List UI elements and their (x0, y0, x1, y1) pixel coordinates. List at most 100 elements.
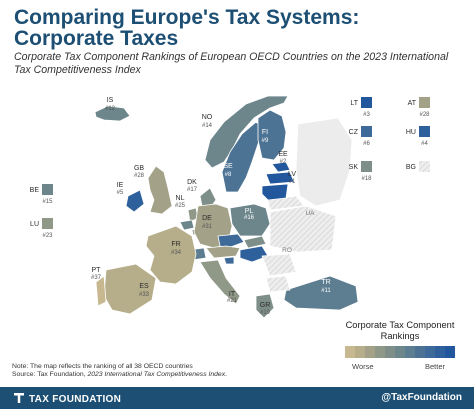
inset-swatch-hu (419, 126, 430, 137)
legend-swatch (385, 346, 395, 358)
country-rank-label: #5 (117, 190, 124, 196)
country-rank-label: #37 (91, 275, 102, 281)
legend-swatch (415, 346, 425, 358)
country-code-label: ES (139, 283, 149, 290)
inset-rank-label: #28 (419, 112, 430, 118)
country-hu (239, 245, 269, 263)
country-code-label: TR (321, 279, 330, 286)
country-code-label: PL (245, 208, 254, 215)
country-code-label: LV (288, 171, 296, 178)
country-code-label: DK (187, 179, 197, 186)
tax-foundation-logo-icon (14, 393, 24, 403)
footer-brand: TAX FOUNDATION (13, 392, 121, 405)
inset-swatch-lu (42, 218, 53, 229)
country-rank-label: #33 (139, 292, 150, 298)
source-prefix: Source: Tax Foundation, (12, 371, 88, 378)
country-rank-label: #12 (105, 106, 116, 112)
country-rank-label: #2 (280, 159, 287, 165)
legend-swatch (425, 346, 435, 358)
subtitle: Corporate Tax Component Rankings of Euro… (14, 51, 449, 76)
country-ua (269, 205, 337, 253)
legend-swatch (435, 346, 445, 358)
inset-code-label: SK (349, 164, 359, 171)
country-pl (229, 203, 271, 237)
country-rank-label: #28 (134, 173, 145, 179)
source-note: Note: The map reflects the ranking of al… (12, 363, 312, 379)
country-ru (295, 117, 353, 207)
inset-code-label: LU (30, 221, 39, 228)
country-at (205, 245, 241, 259)
source-text: Source: Tax Foundation, 2023 Internation… (12, 371, 312, 379)
country-rank-label: #19 (260, 310, 271, 316)
country-cz (217, 233, 245, 249)
country-gr (255, 293, 275, 319)
country-ee (271, 161, 291, 173)
country-code-label: NO (202, 114, 213, 121)
country-sk (243, 235, 267, 249)
country-be (179, 219, 195, 231)
inset-swatch-bg (419, 161, 430, 172)
country-rank-label: #1 (289, 179, 296, 185)
inset-rank-label: #15 (42, 199, 53, 205)
country-code-label: GB (134, 165, 144, 172)
inset-rank-label: #18 (361, 176, 372, 182)
inset-swatch-cz (361, 126, 372, 137)
country-code-label: NL (176, 195, 185, 202)
country-rank-label: #31 (202, 224, 213, 230)
legend-swatch (405, 346, 415, 358)
inset-rank-label: #4 (421, 141, 428, 147)
country-code-label: GR (260, 302, 271, 309)
inset-rank-label: #23 (42, 233, 53, 239)
country-pt (95, 275, 107, 307)
country-is (94, 105, 131, 122)
inset-swatch-be (42, 184, 53, 195)
country-it (199, 259, 241, 305)
country-code-label: DE (202, 215, 212, 222)
country-fi (257, 109, 287, 161)
inset-code-label: BG (406, 164, 416, 171)
country-ro (261, 253, 297, 277)
legend-swatch (345, 346, 355, 358)
country-si (223, 256, 235, 265)
country-rank-label: #14 (202, 123, 213, 129)
country-rank-label: #11 (321, 288, 331, 294)
country-rank-label: #21 (227, 298, 238, 304)
inset-swatch-sk (361, 161, 372, 172)
inset-code-label: BE (30, 187, 40, 194)
country-gb (147, 165, 173, 215)
source-suffix: . (225, 371, 228, 378)
legend-swatch (395, 346, 405, 358)
footer-bar: TAX FOUNDATION @TaxFoundation (0, 387, 474, 409)
inset-code-label: AT (408, 100, 417, 107)
inset-code-label: CZ (349, 129, 359, 136)
country-lt (261, 183, 289, 201)
legend-color-ramp (345, 346, 455, 358)
europe-map: IS#12NO#14SE#8FI#9EE#2LV#1DK#17GB#28IE#5… (30, 95, 430, 319)
country-rank-label: #8 (225, 172, 232, 178)
country-code-label: SE (223, 163, 233, 170)
country-rank-label: #25 (175, 203, 186, 209)
legend-swatch (445, 346, 455, 358)
inset-code-label: HU (406, 129, 416, 136)
country-code-label: IT (229, 291, 236, 298)
country-code-label: IE (117, 182, 124, 189)
inset-swatch-lt (361, 97, 372, 108)
note-text: Note: The map reflects the ranking of al… (12, 363, 193, 370)
legend-swatch (375, 346, 385, 358)
country-no (204, 95, 289, 169)
inset-rank-label: #6 (363, 141, 370, 147)
country-code-label: EE (278, 151, 288, 158)
footer-handle[interactable]: @TaxFoundation (381, 392, 462, 403)
country-code-label: FI (262, 129, 268, 136)
legend-swatch (365, 346, 375, 358)
country-code-label: IS (107, 97, 114, 104)
country-bg (265, 275, 291, 293)
source-title: 2023 International Tax Competitiveness I… (87, 371, 226, 378)
legend-title: Corporate Tax Component Rankings (345, 320, 455, 341)
country-code-label: RO (282, 247, 292, 254)
country-rank-label: #34 (171, 250, 182, 256)
country-fr (145, 225, 197, 285)
country-code-label: PT (92, 267, 102, 274)
footer-brand-text: TAX FOUNDATION (29, 394, 122, 405)
page-title: Comparing Europe's Tax Systems: Corporat… (14, 6, 360, 50)
